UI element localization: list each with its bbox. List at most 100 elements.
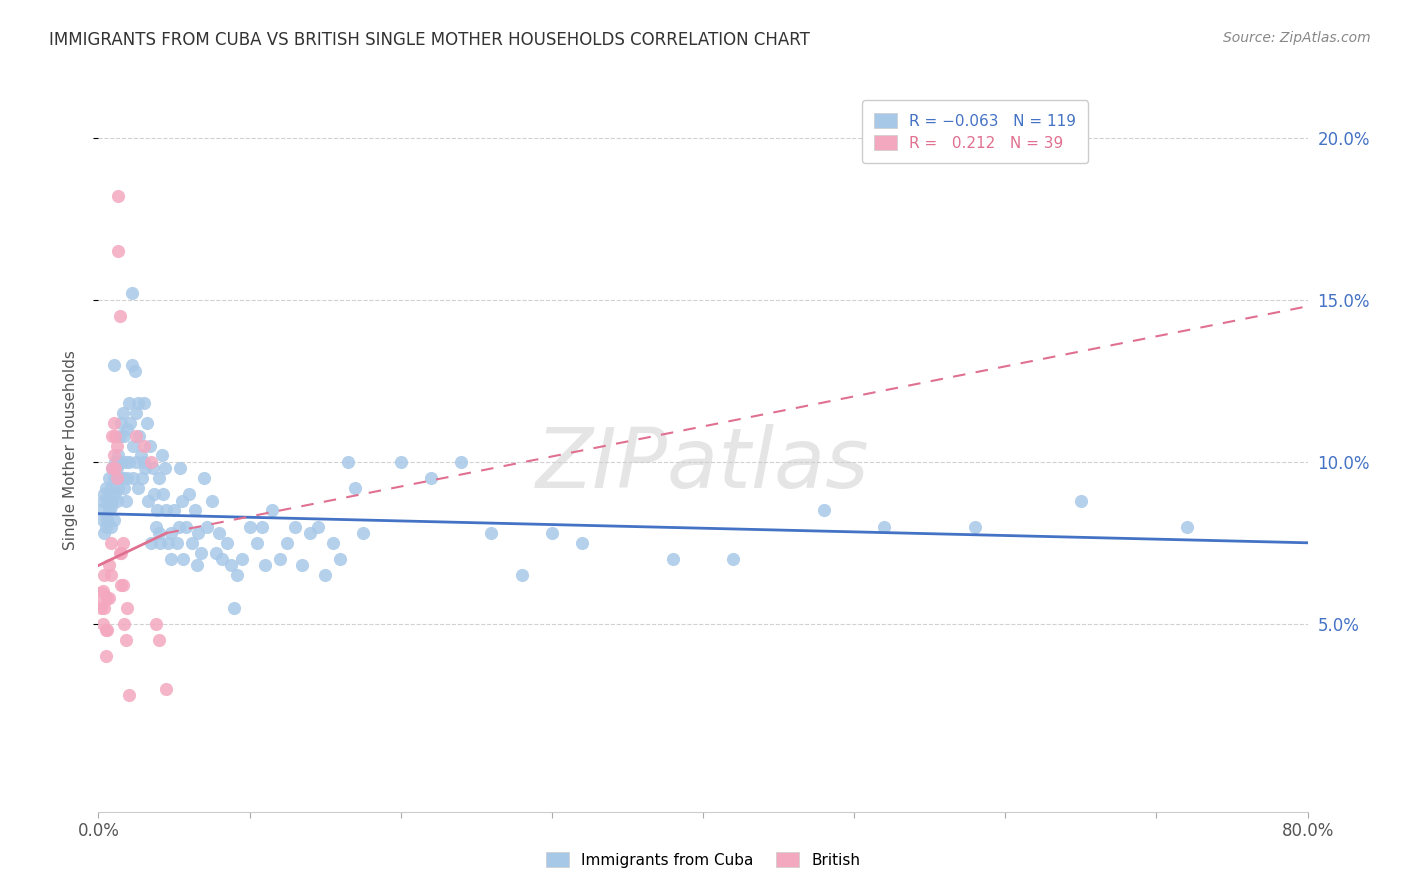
- Immigrants from Cuba: [155, 503, 177, 517]
- Immigrants from Cuba: [103, 358, 125, 372]
- British: [93, 568, 115, 582]
- Immigrants from Cuba: [115, 471, 138, 485]
- Immigrants from Cuba: [125, 455, 148, 469]
- Immigrants from Cuba: [156, 536, 179, 550]
- Immigrants from Cuba: [125, 406, 148, 420]
- Immigrants from Cuba: [239, 519, 262, 533]
- Immigrants from Cuba: [723, 552, 745, 566]
- British: [141, 455, 163, 469]
- British: [96, 591, 118, 605]
- Immigrants from Cuba: [118, 455, 141, 469]
- Immigrants from Cuba: [152, 487, 174, 501]
- Immigrants from Cuba: [112, 429, 135, 443]
- British: [125, 429, 148, 443]
- British: [110, 545, 132, 559]
- Immigrants from Cuba: [201, 493, 224, 508]
- Immigrants from Cuba: [1070, 493, 1092, 508]
- Immigrants from Cuba: [129, 448, 152, 462]
- Immigrants from Cuba: [231, 552, 253, 566]
- British: [90, 600, 112, 615]
- British: [107, 189, 129, 203]
- Immigrants from Cuba: [121, 358, 143, 372]
- Immigrants from Cuba: [104, 455, 127, 469]
- British: [100, 568, 122, 582]
- Immigrants from Cuba: [1175, 519, 1198, 533]
- Immigrants from Cuba: [211, 552, 233, 566]
- Immigrants from Cuba: [336, 455, 359, 469]
- Immigrants from Cuba: [135, 416, 157, 430]
- Immigrants from Cuba: [93, 487, 115, 501]
- Immigrants from Cuba: [98, 503, 121, 517]
- Immigrants from Cuba: [224, 600, 246, 615]
- Immigrants from Cuba: [481, 526, 503, 541]
- British: [108, 309, 131, 323]
- Immigrants from Cuba: [104, 487, 127, 501]
- Immigrants from Cuba: [329, 552, 352, 566]
- Immigrants from Cuba: [149, 536, 172, 550]
- British: [111, 536, 134, 550]
- British: [118, 688, 141, 702]
- British: [110, 578, 132, 592]
- Immigrants from Cuba: [131, 471, 153, 485]
- Immigrants from Cuba: [108, 471, 131, 485]
- Immigrants from Cuba: [208, 526, 231, 541]
- Immigrants from Cuba: [145, 519, 167, 533]
- British: [105, 439, 128, 453]
- Immigrants from Cuba: [262, 503, 284, 517]
- British: [101, 429, 124, 443]
- Immigrants from Cuba: [153, 461, 176, 475]
- Immigrants from Cuba: [965, 519, 987, 533]
- Immigrants from Cuba: [103, 471, 125, 485]
- Immigrants from Cuba: [148, 526, 170, 541]
- Immigrants from Cuba: [166, 536, 188, 550]
- Immigrants from Cuba: [174, 519, 197, 533]
- Immigrants from Cuba: [160, 552, 183, 566]
- British: [91, 584, 114, 599]
- Immigrants from Cuba: [132, 396, 155, 410]
- Immigrants from Cuba: [246, 536, 269, 550]
- Immigrants from Cuba: [420, 471, 443, 485]
- Immigrants from Cuba: [94, 519, 117, 533]
- Legend: Immigrants from Cuba, British: Immigrants from Cuba, British: [533, 839, 873, 880]
- Immigrants from Cuba: [110, 416, 132, 430]
- British: [101, 461, 124, 475]
- Immigrants from Cuba: [190, 545, 212, 559]
- Immigrants from Cuba: [389, 455, 412, 469]
- Immigrants from Cuba: [112, 481, 135, 495]
- Immigrants from Cuba: [101, 461, 124, 475]
- Immigrants from Cuba: [142, 461, 165, 475]
- Immigrants from Cuba: [105, 461, 128, 475]
- British: [148, 632, 170, 647]
- Immigrants from Cuba: [105, 493, 128, 508]
- Immigrants from Cuba: [193, 471, 215, 485]
- Immigrants from Cuba: [118, 396, 141, 410]
- Point: [89, 591, 111, 605]
- Immigrants from Cuba: [253, 558, 276, 573]
- Immigrants from Cuba: [120, 416, 142, 430]
- Immigrants from Cuba: [134, 461, 156, 475]
- Immigrants from Cuba: [114, 455, 136, 469]
- British: [91, 616, 114, 631]
- Immigrants from Cuba: [540, 526, 562, 541]
- British: [103, 448, 125, 462]
- Immigrants from Cuba: [813, 503, 835, 517]
- Immigrants from Cuba: [307, 519, 329, 533]
- Immigrants from Cuba: [169, 461, 191, 475]
- British: [114, 632, 136, 647]
- Immigrants from Cuba: [124, 364, 146, 378]
- British: [94, 649, 117, 664]
- Immigrants from Cuba: [510, 568, 533, 582]
- Immigrants from Cuba: [94, 481, 117, 495]
- British: [104, 461, 127, 475]
- Immigrants from Cuba: [661, 552, 683, 566]
- Immigrants from Cuba: [205, 545, 228, 559]
- Immigrants from Cuba: [115, 422, 138, 436]
- Immigrants from Cuba: [111, 406, 134, 420]
- Immigrants from Cuba: [101, 493, 124, 508]
- Immigrants from Cuba: [291, 558, 314, 573]
- British: [103, 416, 125, 430]
- Immigrants from Cuba: [107, 481, 129, 495]
- British: [96, 624, 118, 638]
- Immigrants from Cuba: [143, 487, 166, 501]
- Immigrants from Cuba: [136, 493, 159, 508]
